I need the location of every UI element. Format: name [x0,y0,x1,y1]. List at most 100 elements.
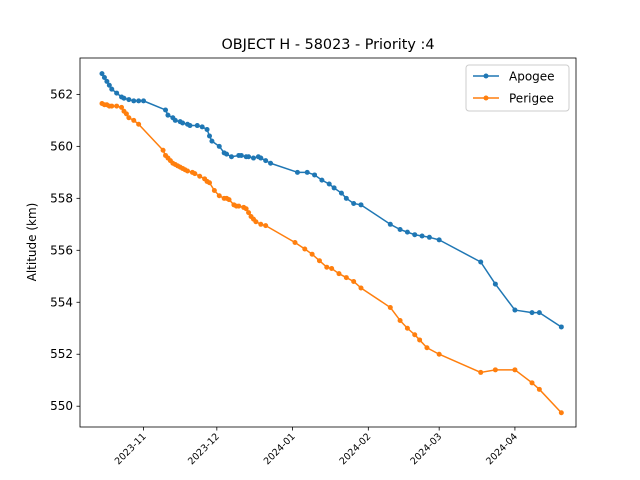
series-0 [99,71,564,330]
data-point [529,380,535,386]
data-point [404,229,410,235]
data-point [316,258,322,264]
data-point [512,367,518,373]
data-point [141,98,147,104]
data-point [207,133,212,139]
data-point [263,158,269,164]
y-tick-label: 558 [50,191,73,205]
data-point [101,74,107,80]
data-point [228,154,234,160]
data-point [246,210,252,216]
data-point [329,265,335,271]
data-point [204,126,210,132]
data-point [194,123,200,129]
data-point [397,227,403,233]
data-point [304,169,310,175]
data-point [309,251,315,257]
data-point [294,169,300,175]
data-point [258,221,264,227]
data-point [343,275,349,281]
y-tick-label: 562 [50,87,73,101]
data-point [226,197,232,203]
data-point [336,271,342,277]
data-point [216,143,222,149]
data-point [114,103,120,109]
data-point [199,124,205,130]
data-point [412,332,418,338]
legend-marker [483,73,489,79]
data-point [492,281,498,287]
data-point [197,173,203,179]
data-point [478,369,484,375]
data-point [136,121,142,127]
data-point [207,180,212,186]
data-point [160,147,166,153]
legend-marker [483,95,489,101]
data-point [172,117,178,123]
data-point [478,259,484,265]
data-point [358,202,364,208]
data-point [258,155,264,161]
data-point [109,86,115,92]
data-point [109,103,115,109]
data-point [187,123,193,129]
data-point [211,188,217,194]
data-point [436,351,442,357]
data-point [236,203,242,209]
data-point [224,151,230,157]
data-point [529,310,535,316]
data-point [436,237,442,243]
data-point [104,78,110,84]
data-point [512,307,518,313]
data-point [338,190,344,196]
data-point [131,117,137,123]
data-point [114,90,120,96]
data-point [424,345,430,351]
data-point [358,285,364,291]
data-point [426,234,432,240]
data-point [131,98,137,104]
y-tick-label: 550 [50,399,73,413]
data-point [192,171,198,177]
data-point [351,201,357,207]
y-tick-label: 556 [50,243,73,257]
y-tick-label: 560 [50,139,73,153]
data-point [419,233,425,239]
data-point [185,168,191,174]
legend-label: Perigee [509,92,554,106]
data-point [558,410,564,416]
data-point [351,278,357,284]
data-point [397,317,403,323]
data-point [412,232,418,238]
data-point [268,160,274,166]
data-point [136,98,142,104]
data-point [121,95,127,101]
plot-frame [79,57,577,428]
y-tick-label: 552 [50,347,73,361]
data-point [119,104,125,110]
data-point [216,193,222,199]
data-point [126,97,132,103]
data-point [343,195,349,201]
data-point [326,181,332,187]
data-point [292,240,298,245]
data-point [243,206,249,212]
data-point [246,154,252,160]
data-point [209,138,215,144]
data-point [404,325,410,331]
data-point [387,221,393,227]
legend: Apogee Perigee [465,64,570,112]
data-point [165,112,171,118]
data-point [387,304,393,310]
data-point [312,172,318,178]
data-point [536,310,542,316]
data-point [417,337,423,343]
chart-title: OBJECT H - 58023 - Priority :4 [221,37,434,53]
data-point [250,155,256,161]
y-tick-label: 554 [50,295,73,309]
y-axis-label: Altitude (km) [25,203,39,282]
data-point [536,386,542,392]
data-point [324,264,330,270]
data-point [331,185,337,191]
series-1 [99,100,564,416]
